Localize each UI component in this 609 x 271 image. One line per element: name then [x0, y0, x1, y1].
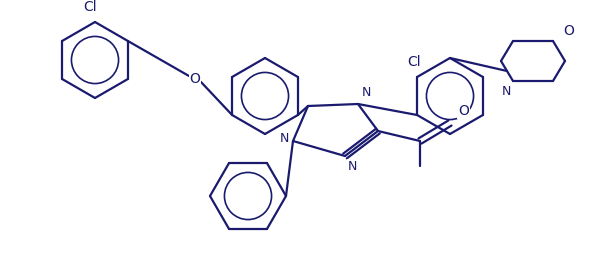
Text: N: N — [362, 86, 371, 99]
Text: O: O — [563, 24, 574, 38]
Text: Cl: Cl — [83, 0, 97, 14]
Text: N: N — [280, 133, 289, 146]
Text: O: O — [189, 72, 200, 86]
Text: N: N — [348, 160, 357, 173]
Text: N: N — [502, 85, 511, 98]
Text: Cl: Cl — [407, 55, 421, 69]
Text: O: O — [458, 104, 469, 118]
